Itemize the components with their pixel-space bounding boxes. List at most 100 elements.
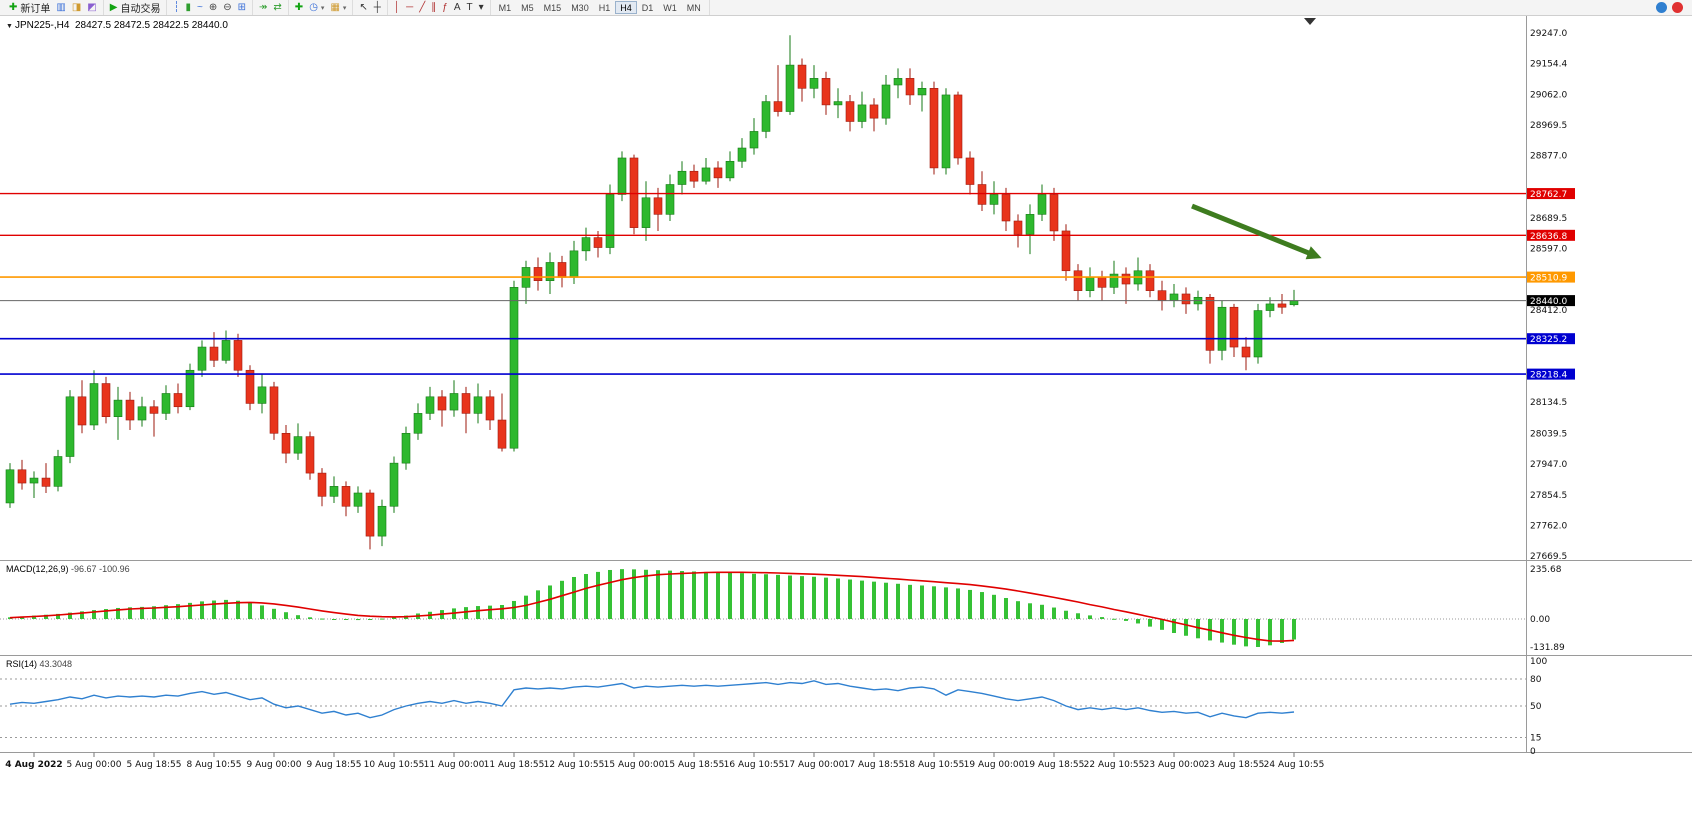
macd-signal-line [9, 571, 1295, 642]
tile-windows-button[interactable]: ⊞ [235, 1, 249, 15]
periods-button[interactable]: ◷ ▾ [306, 1, 327, 15]
macd-histogram-bar [1172, 619, 1176, 634]
trendline-button[interactable]: ╱ [416, 1, 428, 15]
channel-button[interactable]: ∥ [428, 1, 439, 15]
crosshair-button[interactable]: ┼ [371, 1, 384, 15]
price-line-label-bg [1527, 333, 1575, 345]
price-chart-plot-area[interactable] [0, 16, 1526, 560]
new-chart-button[interactable]: ◨ [69, 1, 84, 15]
candle-body [257, 386, 267, 404]
macd-histogram-bar [992, 594, 996, 619]
macd-histogram-bar [1076, 613, 1080, 619]
macd-histogram-bar [980, 592, 984, 619]
horizontal-line-button[interactable]: ─ [403, 1, 416, 15]
timeframe-m15-button[interactable]: M15 [543, 3, 562, 13]
objects-list-button[interactable]: ▾ [476, 1, 487, 15]
price-axis-tick: 28689.5 [1530, 214, 1567, 224]
candle-body [497, 419, 507, 449]
macd-histogram-bar [752, 573, 756, 619]
new-order-button-label: 新订单 [20, 4, 51, 15]
zoom-out-button[interactable]: ⊖ [220, 1, 234, 15]
cursor-group: ↖ ┼ [353, 0, 388, 15]
macd-histogram-bar [464, 607, 468, 619]
candle-body [1085, 277, 1095, 291]
timeframe-m1-button[interactable]: M1 [498, 3, 512, 13]
timeframe-m30-button[interactable]: M30 [571, 3, 589, 13]
line-chart-icon: ~ [197, 1, 203, 13]
rsi-value: 43.3048 [39, 659, 73, 669]
candle-body [77, 396, 87, 426]
algo-trading-icon: ▶ [109, 1, 118, 13]
new-order-button[interactable]: ✚ 新订单 [6, 1, 53, 16]
auto-scroll-button[interactable]: ↠ [256, 1, 270, 15]
macd-histogram-bar [524, 595, 528, 619]
timeframe-mn-button[interactable]: MN [686, 3, 701, 13]
price-line-label-bg [1527, 271, 1575, 283]
zoom-in-button[interactable]: ⊕ [206, 1, 220, 15]
macd-histogram-bar [596, 571, 600, 619]
algo-trading-button[interactable]: ▶ 自动交易 [107, 1, 164, 16]
macd-histogram-bar [284, 612, 288, 619]
timeframe-m5-button[interactable]: M5 [521, 3, 534, 13]
rsi-panel-area[interactable] [0, 656, 1526, 751]
timeframe-w1-button[interactable]: W1 [663, 3, 677, 13]
periods-icon: ◷ [309, 1, 318, 13]
zoom-in-icon: ⊕ [208, 1, 218, 13]
macd-histogram-bar [788, 575, 792, 619]
profiles-button[interactable]: ◩ [84, 1, 99, 15]
timeframe-d1-button[interactable]: D1 [641, 3, 654, 13]
cursor-button[interactable]: ↖ [356, 1, 370, 15]
candle-body [701, 167, 711, 182]
price-line-label: 28218.4 [1530, 371, 1567, 381]
community-icon[interactable] [1656, 2, 1667, 13]
macd-histogram-bar [1028, 603, 1032, 619]
bars-chart-button[interactable]: ┆ [170, 1, 182, 15]
candle-body [905, 78, 915, 96]
macd-histogram-bar [608, 569, 612, 619]
price-axis[interactable] [1526, 16, 1692, 752]
chart-shift-marker[interactable] [1304, 18, 1316, 25]
indicators-button[interactable]: ✚ [292, 1, 306, 15]
candle-body [1013, 220, 1023, 235]
candle-body [749, 131, 759, 149]
periods-button-dropdown-icon[interactable]: ▾ [320, 4, 325, 12]
candle-body [137, 406, 147, 421]
candle-body [845, 101, 855, 122]
candle-body [389, 462, 399, 507]
candle-body [857, 104, 867, 122]
candle-body [689, 170, 699, 182]
chart-shift-button[interactable]: ⇄ [270, 1, 284, 15]
text-button[interactable]: A [451, 1, 464, 15]
timeframe-h4-button[interactable]: H4 [615, 1, 637, 14]
candle-body [1277, 303, 1287, 308]
macd-histogram-bar [356, 619, 360, 621]
timeframe-h1-button[interactable]: H1 [598, 3, 611, 13]
news-icon[interactable] [1672, 2, 1683, 13]
macd-histogram-bar [836, 578, 840, 619]
one-click-trading-toggle[interactable]: ▼ [6, 23, 13, 30]
templates-button-dropdown-icon[interactable]: ▾ [342, 4, 347, 12]
macd-axis-tick: 235.68 [1530, 565, 1562, 575]
candles-chart-button[interactable]: ▮ [182, 1, 194, 15]
templates-button[interactable]: ▦ ▾ [327, 1, 349, 15]
line-chart-button[interactable]: ~ [194, 1, 206, 15]
macd-histogram-bar [920, 585, 924, 619]
candle-body [1169, 293, 1179, 301]
macd-panel-area[interactable] [0, 561, 1526, 655]
macd-histogram-bar [644, 569, 648, 619]
candle-body [221, 340, 231, 361]
candle-body [1265, 303, 1275, 311]
market-depth-button[interactable]: ▥ [53, 1, 68, 15]
time-axis[interactable] [0, 752, 1692, 782]
candle-body [833, 101, 843, 106]
fibonacci-button[interactable]: ƒ [439, 1, 451, 15]
macd-histogram-bar [500, 604, 504, 619]
objects-list-icon: ▾ [478, 1, 484, 13]
trend-arrow-annotation[interactable] [1191, 203, 1312, 256]
label-button[interactable]: T [464, 1, 476, 15]
vertical-line-button[interactable]: │ [391, 1, 403, 15]
price-line-label: 28510.9 [1530, 274, 1567, 284]
candle-body [377, 505, 387, 537]
macd-histogram-bar [764, 574, 768, 619]
